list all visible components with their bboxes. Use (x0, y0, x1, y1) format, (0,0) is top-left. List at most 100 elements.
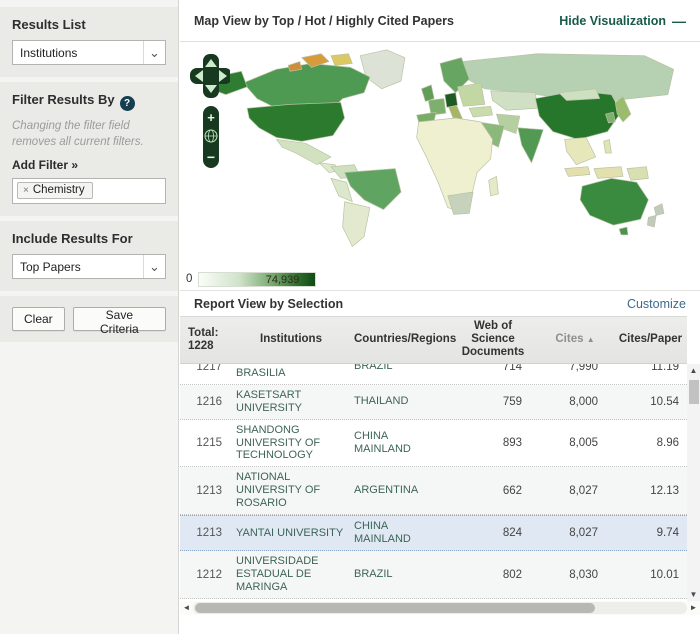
main-panel: Map View by Top / Hot / Highly Cited Pap… (180, 0, 700, 634)
horizontal-scrollbar-thumb[interactable] (195, 602, 596, 613)
region-usa[interactable] (246, 102, 345, 142)
region-new-zealand-south[interactable] (647, 215, 657, 228)
include-results-selected-value: Top Papers (20, 259, 81, 274)
map-header: Map View by Top / Hot / Highly Cited Pap… (180, 0, 700, 42)
legend-max-value: 74,939 (265, 273, 300, 286)
results-list-heading: Results List (12, 17, 86, 32)
region-japan[interactable] (614, 96, 632, 123)
report-view-title: Report View by Selection (194, 296, 344, 311)
table-row[interactable]: 1212 UNIVERSIDADE ESTADUAL DE MARINGA BR… (180, 551, 687, 600)
region-germany[interactable] (444, 92, 458, 108)
filter-note: Changing the filter field removes all cu… (12, 120, 144, 148)
region-brazil[interactable] (344, 168, 402, 210)
region-france[interactable] (427, 98, 447, 116)
customize-link[interactable]: Customize (626, 296, 686, 311)
add-filter-link[interactable]: Add Filter » (12, 158, 79, 173)
results-list-select[interactable]: Institutions ⌄ (12, 40, 166, 65)
region-south-africa[interactable] (447, 191, 474, 215)
region-mongolia[interactable] (558, 88, 601, 101)
filter-tag-label: Chemistry (32, 184, 85, 197)
column-header-cites[interactable]: Cites ▲ (555, 333, 595, 346)
table-row[interactable]: 1216 KASETSART UNIVERSITY THAILAND 759 8… (180, 384, 687, 420)
scroll-left-arrow-icon[interactable]: ◄ (182, 603, 191, 613)
region-new-zealand-north[interactable] (653, 203, 665, 216)
table-row-selected[interactable]: 1213 YANTAI UNIVERSITY CHINA MAINLAND 82… (180, 515, 687, 552)
collapse-icon: — (672, 12, 686, 29)
zoom-out-button[interactable]: − (207, 149, 215, 165)
region-new-guinea[interactable] (626, 166, 649, 181)
region-canada-arctic-west[interactable] (287, 61, 303, 72)
legend-gradient-bar: 74,939 (198, 271, 317, 287)
save-criteria-button[interactable]: Save Criteria (72, 307, 166, 336)
region-se-asia[interactable] (564, 137, 597, 166)
include-results-select[interactable]: Top Papers ⌄ (12, 254, 166, 280)
region-uk[interactable] (421, 84, 435, 102)
total-count: Total: 1228 (188, 326, 219, 352)
choropleth-world-map (209, 49, 675, 247)
zoom-control[interactable]: + − (203, 106, 219, 168)
table-row[interactable]: 1215 SHANDONG UNIVERSITY OF TECHNOLOGY C… (180, 420, 687, 468)
region-tasmania[interactable] (618, 226, 629, 236)
pan-left-arrow-icon[interactable] (195, 70, 203, 82)
region-peru[interactable] (330, 178, 353, 203)
region-canada-arctic-mid[interactable] (301, 53, 330, 68)
region-kazakhstan[interactable] (490, 90, 538, 111)
remove-filter-icon[interactable]: × (23, 184, 29, 196)
pan-up-arrow-icon[interactable] (205, 59, 217, 67)
clear-button[interactable]: Clear (12, 307, 65, 332)
region-argentina[interactable] (342, 201, 371, 247)
region-madagascar[interactable] (488, 176, 499, 197)
region-east-europe[interactable] (457, 82, 486, 107)
column-header-documents[interactable]: Web of Science Documents (461, 320, 525, 359)
region-mexico[interactable] (276, 139, 332, 166)
legend-min-value: 0 (186, 273, 193, 285)
column-header-cites-per-paper[interactable]: Cites/Paper (618, 333, 683, 346)
results-list-selected-value: Institutions (20, 45, 78, 60)
chevron-down-icon: ⌄ (143, 255, 165, 279)
help-icon[interactable]: ? (119, 96, 135, 111)
horizontal-scrollbar-track[interactable] (193, 601, 687, 614)
vertical-scrollbar-thumb[interactable] (688, 379, 699, 404)
pan-right-arrow-icon[interactable] (219, 70, 227, 82)
region-korea[interactable] (605, 111, 616, 124)
filter-heading: Filter Results By? (12, 92, 166, 111)
horizontal-scrollbar[interactable]: ◄ ► (180, 600, 700, 615)
region-india[interactable] (517, 127, 544, 164)
region-indonesia-east[interactable] (593, 166, 624, 179)
sort-ascending-icon: ▲ (586, 335, 595, 345)
map-color-legend: 0 74,939 (186, 270, 317, 288)
sidebar: Results List Institutions ⌄ Filter Resul… (0, 0, 179, 634)
table-header-row: Total: 1228 Institutions Countries/Regio… (180, 316, 687, 364)
filter-tag-chemistry[interactable]: × Chemistry (17, 182, 93, 200)
pan-control[interactable] (190, 54, 230, 98)
zoom-in-button[interactable]: + (207, 110, 215, 125)
region-iran[interactable] (496, 113, 521, 134)
table-row[interactable]: 1217 UNIVERSIDADE DE BRASILIA BRAZIL 714… (180, 364, 687, 385)
include-results-heading: Include Results For (12, 231, 133, 247)
table-body: 1217 UNIVERSIDADE DE BRASILIA BRAZIL 714… (180, 363, 700, 601)
region-australia[interactable] (579, 178, 649, 226)
report-bar: Report View by Selection Customize (180, 290, 700, 316)
region-turkey[interactable] (468, 105, 493, 118)
scroll-down-arrow-icon[interactable]: ▼ (689, 589, 698, 599)
column-header-institutions[interactable]: Institutions (260, 333, 322, 346)
region-canada-arctic-east[interactable] (330, 53, 353, 66)
filter-heading-label: Filter Results By (12, 92, 115, 107)
column-header-countries[interactable]: Countries/Regions (354, 333, 457, 346)
active-filters-box[interactable]: × Chemistry (12, 178, 166, 205)
table-row[interactable]: 1213 NATIONAL UNIVERSITY OF ROSARIO ARGE… (180, 467, 687, 516)
pan-down-arrow-icon[interactable] (205, 85, 217, 93)
criteria-buttons-section: Clear Save Criteria (0, 296, 178, 343)
filter-section: Filter Results By? Changing the filter f… (0, 82, 178, 217)
region-philippines[interactable] (603, 139, 612, 154)
vertical-scrollbar[interactable]: ▲ ▼ (687, 363, 700, 601)
include-results-section: Include Results For Top Papers ⌄ (0, 221, 178, 292)
map-view-title: Map View by Top / Hot / Highly Cited Pap… (194, 13, 454, 28)
region-indonesia-west[interactable] (564, 166, 591, 177)
scroll-right-arrow-icon[interactable]: ► (689, 603, 698, 613)
scroll-up-arrow-icon[interactable]: ▲ (689, 365, 698, 375)
world-map-area: + − 0 74,939 (180, 42, 700, 290)
chevron-down-icon: ⌄ (143, 41, 165, 64)
hide-visualization-link[interactable]: Hide Visualization — (559, 12, 686, 29)
